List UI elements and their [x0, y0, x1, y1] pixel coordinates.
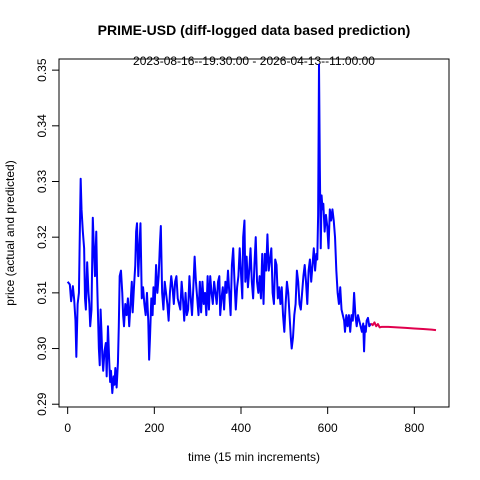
y-axis-label: price (actual and predicted): [3, 160, 17, 305]
chart-subtitle: 2023-08-16--19:30:00 - 2026-04-13--11:00…: [133, 54, 375, 68]
y-tick-label: 0.29: [35, 392, 49, 416]
y-tick-label: 0.33: [35, 169, 49, 193]
x-tick-label: 400: [231, 421, 251, 435]
y-tick-label: 0.34: [35, 114, 49, 138]
series-line-predicted: [370, 321, 437, 332]
x-axis: 0 200 400 600 800: [64, 406, 425, 435]
x-tick-label: 800: [404, 421, 424, 435]
x-tick-label: 0: [64, 421, 71, 435]
y-axis: 0.29 0.30 0.31 0.32 0.33 0.34 0.35: [35, 58, 60, 416]
y-tick-label: 0.30: [35, 337, 49, 361]
y-tick-label: 0.32: [35, 225, 49, 249]
x-tick-label: 600: [318, 421, 338, 435]
series-layer: [66, 63, 437, 395]
y-tick-label: 0.31: [35, 281, 49, 305]
x-axis-label: time (15 min increments): [188, 450, 320, 464]
x-tick-label: 200: [144, 421, 164, 435]
y-tick-label: 0.35: [35, 58, 49, 82]
series-line-actual: [66, 63, 372, 395]
chart-title: PRIME-USD (diff-logged data based predic…: [98, 22, 411, 38]
